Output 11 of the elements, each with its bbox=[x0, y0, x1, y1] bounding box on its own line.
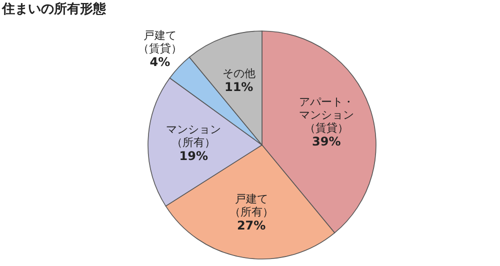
slice-label: マンション（所有） bbox=[166, 122, 222, 149]
data-label: 11% bbox=[224, 80, 254, 94]
data-label: 19% bbox=[179, 148, 208, 163]
data-label: 27% bbox=[236, 218, 266, 233]
slice-label: アパート・マンション（賃貸） bbox=[298, 95, 354, 134]
slice-label: 戸建て（賃貸） bbox=[138, 29, 182, 56]
chart-title: 住まいの所有形態 bbox=[1, 1, 107, 17]
data-label: 39% bbox=[312, 134, 341, 148]
data-label: 4% bbox=[150, 55, 170, 70]
slice-label: 戸建て（所有） bbox=[229, 192, 274, 219]
slice-label: その他 bbox=[222, 67, 256, 80]
